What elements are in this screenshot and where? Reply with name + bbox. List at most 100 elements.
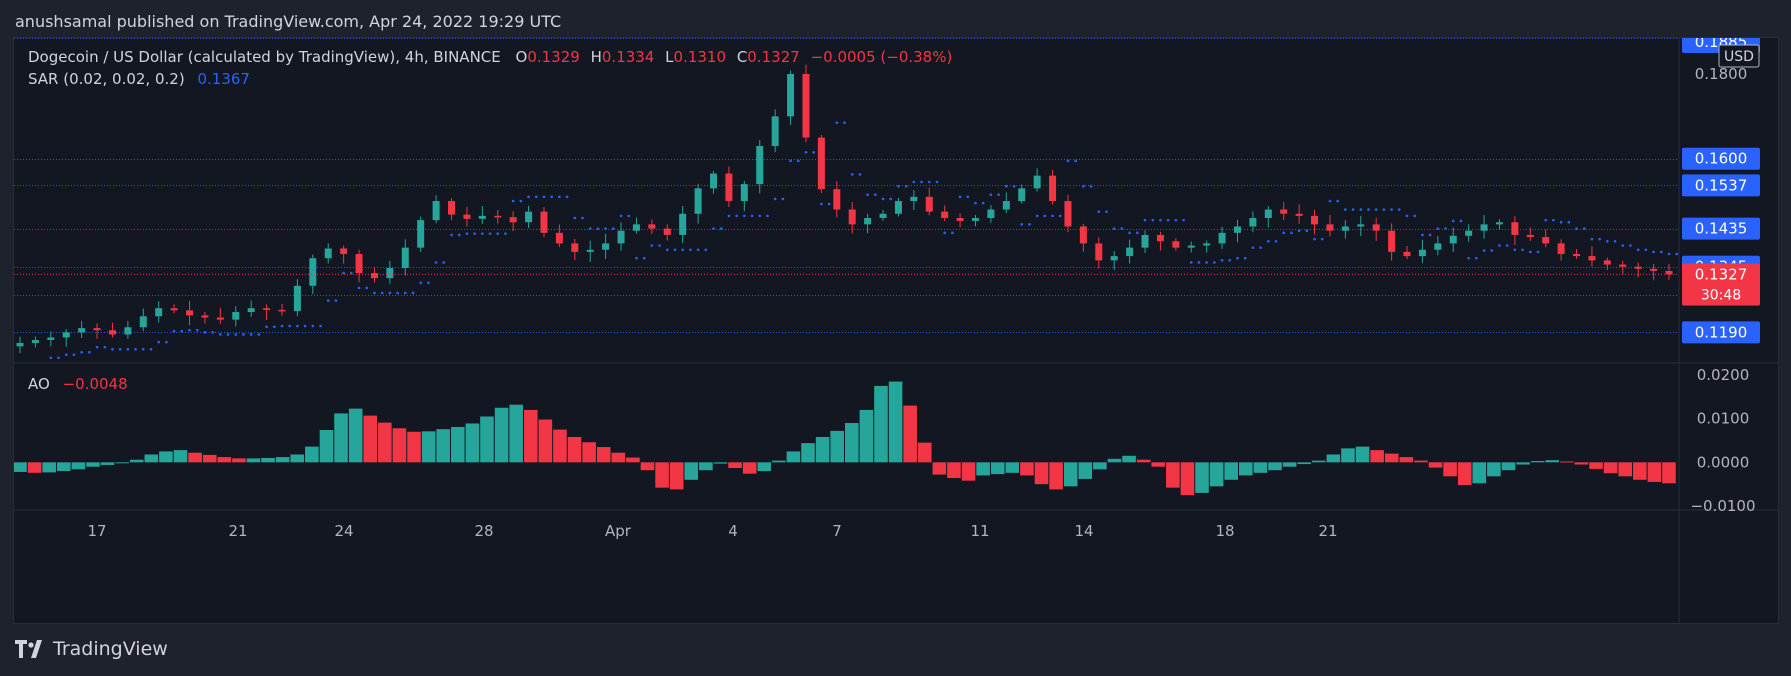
sar-dot <box>612 227 615 230</box>
sar-dot <box>1451 219 1455 223</box>
sar-dot <box>1590 237 1594 241</box>
countdown-label: 30:48 <box>1701 287 1741 303</box>
ao-bar <box>1457 462 1472 486</box>
sar-dot <box>1644 248 1648 252</box>
ao-bar <box>378 422 392 463</box>
ao-bar <box>421 431 436 463</box>
ao-bar <box>582 442 596 463</box>
sar-dot <box>450 233 453 237</box>
sar-dot <box>303 324 307 328</box>
symbol-label[interactable]: Dogecoin / US Dollar (calculated by Trad… <box>28 48 501 66</box>
sar-dot <box>866 193 869 197</box>
candle-body <box>740 184 748 202</box>
sar-dot <box>88 350 91 354</box>
currency-tag-box <box>1718 44 1760 68</box>
ao-label[interactable]: AO <box>28 375 50 393</box>
sar-dot <box>203 331 207 334</box>
candle-body <box>324 248 332 259</box>
sar-dot <box>1328 199 1332 203</box>
sar-dot <box>1051 214 1054 218</box>
sar-dot <box>1513 248 1517 252</box>
ao-bar <box>1078 462 1093 479</box>
candle-body <box>1665 270 1673 275</box>
ao-bar <box>334 413 348 463</box>
ao-histogram <box>14 381 1676 496</box>
chart-canvas[interactable]: 0.18850.18000.16000.15370.14350.13450.12… <box>14 38 1778 623</box>
candle-body <box>62 332 70 338</box>
ao-bar <box>815 437 830 463</box>
sar-dot <box>974 201 977 205</box>
price-label-box <box>1682 321 1760 344</box>
candle-body <box>787 74 795 117</box>
candle-body <box>1095 243 1103 261</box>
sar-dot <box>1559 220 1563 224</box>
sar-dot <box>388 291 392 295</box>
sar-value: 0.1367 <box>197 70 250 88</box>
ao-bar <box>1633 462 1647 480</box>
ao-bar <box>1107 458 1122 463</box>
candle-body <box>1264 209 1272 218</box>
ao-bar <box>275 457 290 463</box>
candle-body <box>1064 201 1072 227</box>
candle-body <box>1156 234 1164 242</box>
sar-dot <box>1074 159 1077 163</box>
ao-bar <box>1282 462 1297 467</box>
ao-bar <box>1501 462 1516 471</box>
sar-dot <box>1475 256 1478 260</box>
price-axis-label: 0.1800 <box>1695 65 1748 83</box>
sar-dot <box>935 180 939 184</box>
ao-bar <box>1253 462 1268 473</box>
ao-bar <box>1384 453 1399 463</box>
sar-dot <box>488 232 492 235</box>
sar-dot <box>743 214 746 218</box>
candle-body <box>632 224 640 231</box>
ao-bar <box>1020 462 1034 476</box>
sar-dot <box>796 159 800 163</box>
ao-bar <box>596 447 611 463</box>
sar-dot <box>1467 256 1470 260</box>
ao-bar <box>173 450 188 463</box>
sar-dot <box>1598 237 1601 241</box>
ao-bar <box>830 430 844 463</box>
ao-bar <box>713 462 728 464</box>
sar-dot <box>943 231 946 235</box>
sar-dot <box>296 324 299 328</box>
sar-dot <box>750 214 754 218</box>
sar-dot <box>265 325 268 329</box>
footer-brand[interactable]: TradingView <box>15 638 168 660</box>
sar-dot <box>342 271 345 275</box>
ao-bar <box>1603 462 1618 474</box>
candle-body <box>170 308 178 311</box>
sar-dot <box>565 195 569 199</box>
sar-dot <box>457 233 461 237</box>
sar-dot <box>257 333 261 336</box>
sar-dot <box>319 324 322 328</box>
sar-dot <box>242 333 245 336</box>
ao-bar <box>1414 460 1428 463</box>
ao-bar <box>669 462 684 490</box>
candle-body <box>309 258 317 286</box>
ao-axis-label: 0.0100 <box>1697 410 1750 428</box>
sar-dot <box>1305 229 1309 233</box>
sar-dot <box>511 199 515 203</box>
sar-dot <box>1290 231 1293 235</box>
sar-dot <box>889 197 893 201</box>
sar-dot <box>280 324 284 328</box>
sar-dot <box>534 195 538 199</box>
chart-frame[interactable]: 0.18850.18000.16000.15370.14350.13450.12… <box>13 37 1779 624</box>
current-price-label: 0.1327 <box>1695 265 1748 283</box>
ao-bar <box>363 415 378 463</box>
ao-bar <box>786 451 801 463</box>
ao-bar <box>845 423 859 463</box>
candle-body <box>47 337 55 340</box>
candle-body <box>1341 226 1349 231</box>
sar-dot <box>219 333 222 336</box>
time-axis-label: 28 <box>474 522 493 540</box>
sar-dot <box>234 333 238 336</box>
sar-dot <box>1667 252 1671 256</box>
ohlc-l-value: 0.1310 <box>673 48 727 66</box>
sar-dot <box>550 195 553 199</box>
sar-dot <box>642 256 646 260</box>
candle-body <box>771 116 779 146</box>
sar-label[interactable]: SAR (0.02, 0.02, 0.2) <box>28 70 185 88</box>
